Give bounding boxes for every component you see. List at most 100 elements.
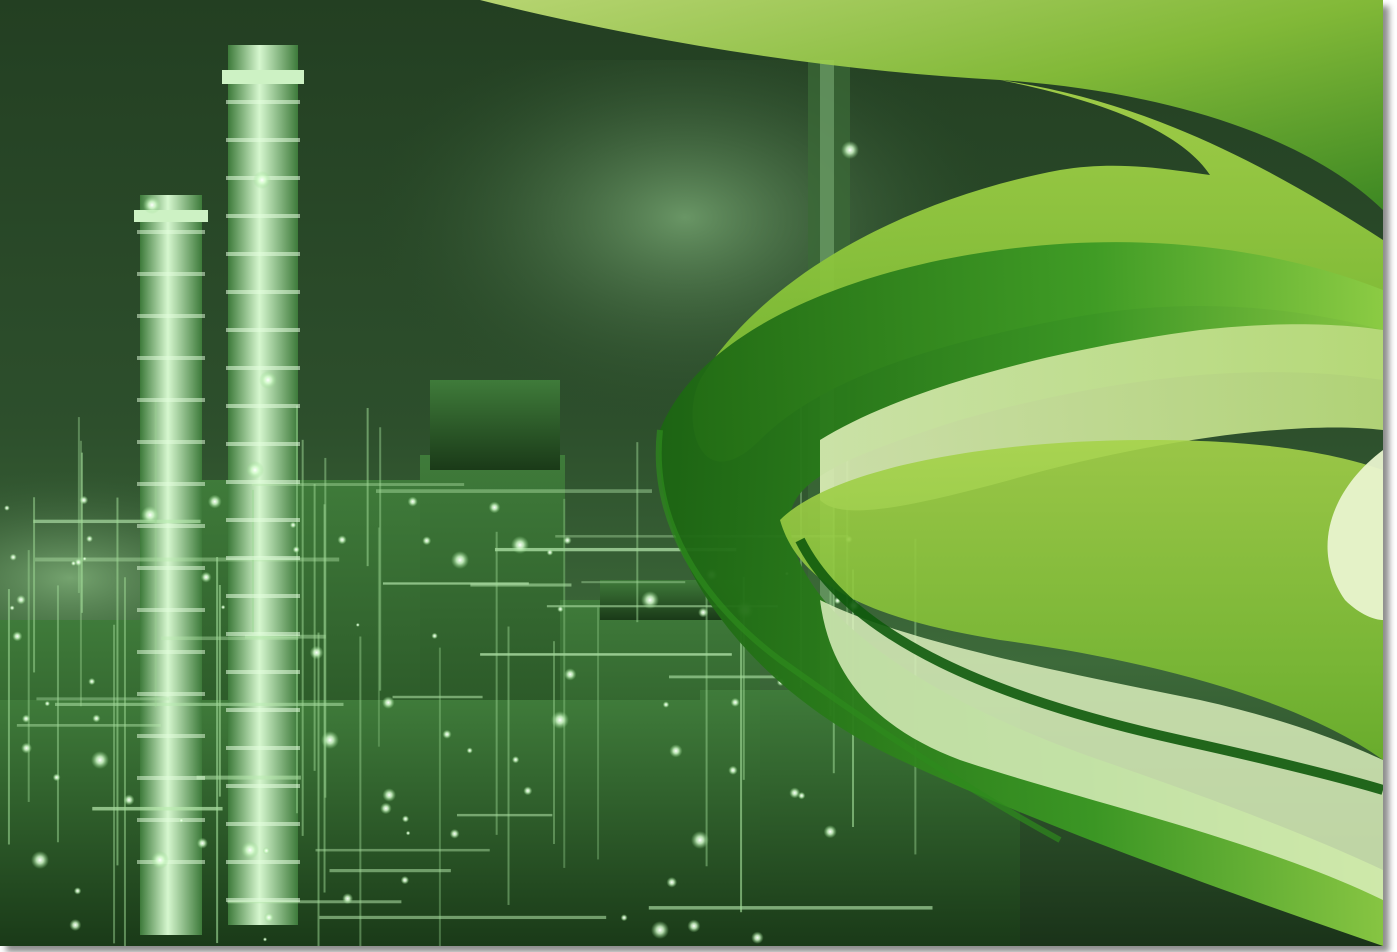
strut	[597, 607, 600, 860]
light-point	[563, 536, 572, 545]
strut	[359, 636, 362, 946]
pipe-run	[315, 848, 490, 852]
light-point	[511, 756, 520, 764]
column-band	[226, 784, 300, 788]
pipe-run	[245, 634, 326, 639]
light-point	[70, 560, 77, 566]
strut	[218, 584, 221, 797]
light-glow	[321, 731, 339, 749]
distillation-column-left	[140, 195, 202, 935]
light-point	[79, 495, 89, 505]
light-point	[178, 817, 184, 823]
light-point	[123, 794, 135, 806]
pipe-run	[648, 906, 933, 910]
strut	[251, 489, 254, 634]
light-point	[546, 549, 554, 556]
strut	[80, 452, 83, 613]
light-point	[789, 787, 801, 799]
light-glow	[151, 851, 169, 869]
light-point	[262, 847, 270, 855]
strut	[33, 497, 36, 673]
column-band	[137, 734, 205, 738]
column-band	[137, 482, 205, 486]
light-point	[86, 535, 93, 543]
light-glow	[451, 551, 469, 569]
light-point	[88, 677, 96, 686]
strut	[438, 647, 441, 946]
light-point	[21, 714, 31, 723]
light-point	[666, 877, 678, 888]
light-glow	[551, 711, 569, 729]
strut	[324, 457, 327, 798]
light-point	[74, 558, 83, 567]
light-point	[488, 501, 501, 514]
pipe-run	[581, 581, 686, 584]
column-band	[226, 670, 300, 674]
light-point	[263, 912, 274, 923]
column-band	[226, 518, 300, 522]
pipe-run	[92, 806, 223, 811]
pipe-lattice	[7, 100, 933, 946]
column-band	[137, 860, 205, 864]
strut	[740, 628, 743, 913]
light-point	[620, 914, 628, 922]
strut	[7, 589, 10, 845]
light-point	[9, 605, 15, 611]
light-glow	[841, 141, 859, 159]
column-band	[226, 594, 300, 598]
column-band	[137, 776, 205, 780]
light-point	[52, 773, 61, 782]
column-band	[137, 818, 205, 822]
pipe-run	[456, 813, 553, 817]
column-band	[226, 252, 300, 256]
column-band	[137, 524, 205, 528]
strut	[323, 504, 326, 893]
strut	[552, 641, 555, 845]
light-point	[382, 696, 395, 709]
wave-dark-ribbon	[659, 242, 1383, 946]
light-point	[422, 536, 432, 546]
column-band	[137, 692, 205, 696]
light-point	[92, 714, 101, 723]
light-point	[823, 825, 837, 839]
light-point	[523, 786, 533, 796]
strut	[116, 497, 119, 866]
column-band	[226, 822, 300, 826]
light-glow	[511, 536, 529, 554]
strut	[79, 440, 82, 707]
light-point	[292, 546, 300, 554]
light-glow	[141, 506, 159, 524]
wave-light-band	[480, 0, 1383, 210]
light-point	[44, 700, 51, 707]
light-point	[405, 830, 411, 836]
column-band	[226, 404, 300, 408]
light-point	[200, 571, 212, 583]
column-band	[226, 746, 300, 750]
strut	[507, 626, 510, 905]
strut	[366, 407, 369, 567]
strut	[742, 576, 745, 780]
light-glow	[143, 196, 161, 214]
light-point	[342, 893, 354, 905]
light-point	[12, 631, 23, 642]
column-band	[137, 440, 205, 444]
light-point	[466, 747, 473, 754]
strut	[154, 400, 157, 708]
light-point	[730, 697, 740, 708]
pipe-run	[161, 636, 299, 641]
column-band	[137, 566, 205, 570]
strut	[705, 595, 708, 867]
column-band	[226, 860, 300, 864]
column-band	[226, 480, 300, 484]
light-point	[442, 729, 452, 739]
pipe-run	[54, 702, 344, 706]
strut	[113, 624, 116, 944]
column-band	[226, 366, 300, 370]
light-point	[9, 553, 17, 561]
strut	[563, 498, 566, 868]
light-point	[289, 521, 297, 529]
strut	[317, 632, 320, 946]
column-band	[226, 290, 300, 294]
